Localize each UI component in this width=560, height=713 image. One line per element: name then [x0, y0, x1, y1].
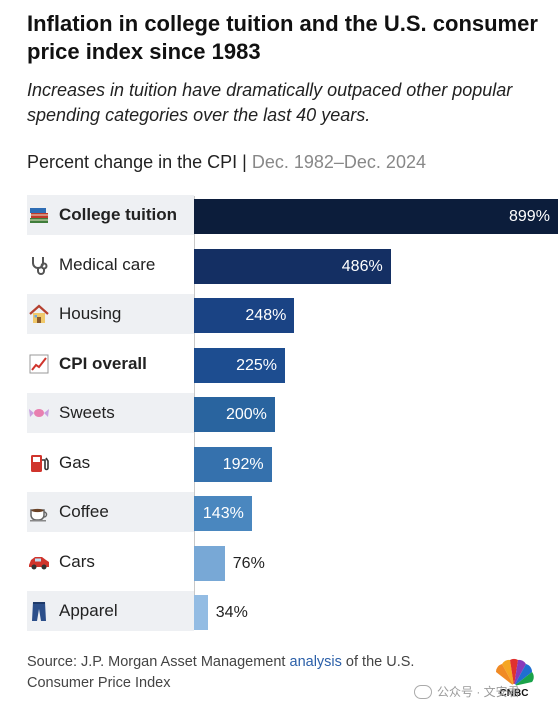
bar-value-label: 899%	[509, 208, 550, 225]
bar-chart: College tuition 899% Medical care 486% Housi…	[0, 188, 560, 638]
bar	[194, 496, 252, 531]
row-background	[27, 294, 194, 334]
fuel-pump-icon	[27, 451, 51, 475]
category-text: Sweets	[59, 403, 115, 422]
measure-separator: |	[242, 152, 247, 172]
row-background	[27, 492, 194, 532]
analysis-link[interactable]: analysis	[289, 654, 342, 670]
chart-row: Housing 248%	[27, 294, 547, 334]
bar-value-label: 192%	[222, 455, 264, 473]
peacock-icon	[495, 658, 534, 688]
measure-line: Percent change in the CPI | Dec. 1982–De…	[27, 150, 547, 174]
chart-row: College tuition 899%	[27, 195, 558, 235]
wechat-icon	[414, 684, 432, 699]
coffee-icon	[27, 500, 51, 524]
category-label: CPI overall	[27, 345, 147, 383]
date-range: Dec. 1982–Dec. 2024	[251, 152, 426, 172]
chart-increasing-icon	[27, 352, 51, 376]
chart-row: Cars 76%	[27, 543, 547, 581]
category-label: Cars	[27, 543, 95, 581]
bar-value-label: 200%	[225, 406, 267, 423]
category-label: College tuition	[27, 196, 177, 234]
measure-label: Percent change in the CPI	[27, 152, 238, 172]
bar	[194, 199, 558, 234]
logo-wordmark: CNBC	[499, 688, 529, 699]
bar-value-label: 486%	[341, 257, 383, 275]
category-text: Apparel	[59, 601, 118, 620]
bar	[194, 397, 275, 432]
category-label: Coffee	[27, 493, 109, 531]
candy-icon	[27, 401, 51, 425]
category-label: Housing	[27, 295, 121, 333]
row-background	[27, 195, 194, 235]
category-text: Medical care	[59, 254, 156, 274]
category-text: College tuition	[59, 205, 178, 224]
row-background	[27, 591, 194, 631]
bar-value-label: 34%	[215, 604, 248, 621]
car-icon	[27, 550, 51, 574]
chart-row: Gas 192%	[27, 444, 547, 482]
books-icon	[27, 203, 51, 227]
chart-row: Sweets 200%	[27, 393, 547, 433]
category-label: Gas	[27, 444, 90, 482]
stethoscope-icon	[27, 253, 51, 277]
category-label: Apparel	[27, 592, 118, 630]
row-background	[27, 393, 194, 433]
chart-row: Medical care 486%	[27, 246, 547, 284]
category-text: Housing	[59, 304, 122, 323]
chart-row: Apparel 34%	[27, 591, 547, 631]
bar	[194, 248, 391, 284]
chart-title: Inflation in college tuition and the U.S…	[27, 11, 538, 64]
category-text: Gas	[59, 452, 91, 472]
category-label: Sweets	[27, 394, 115, 432]
bar-value-label: 225%	[236, 356, 278, 374]
chart-row: Coffee 143%	[27, 492, 547, 532]
cnbc-logo: CNBC	[490, 656, 538, 704]
category-text: Coffee	[59, 502, 109, 521]
bar	[194, 347, 286, 383]
watermark: 公众号 · 文安君	[414, 683, 520, 700]
bar	[194, 298, 295, 333]
bar	[194, 545, 225, 581]
bar-value-label: 248%	[245, 307, 287, 324]
bar-value-label: 143%	[202, 505, 244, 522]
bar-value-label: 76%	[232, 554, 265, 572]
house-icon	[27, 302, 51, 326]
source-note: Source: J.P. Morgan Asset Management ana…	[27, 652, 477, 694]
source-prefix: Source: J.P. Morgan Asset Management	[27, 654, 290, 670]
jeans-icon	[27, 599, 51, 623]
chart-subtitle: Increases in tuition have dramatically o…	[27, 80, 513, 125]
source-suffix: of the U.S. Consumer Price Index	[27, 654, 415, 691]
category-label: Medical care	[27, 246, 155, 284]
chart-row: CPI overall 225%	[27, 345, 547, 383]
bar	[194, 595, 208, 630]
category-text: CPI overall	[59, 353, 147, 373]
watermark-text: 公众号 · 文安君	[437, 685, 520, 699]
bar	[194, 446, 272, 482]
category-text: Cars	[59, 551, 95, 571]
